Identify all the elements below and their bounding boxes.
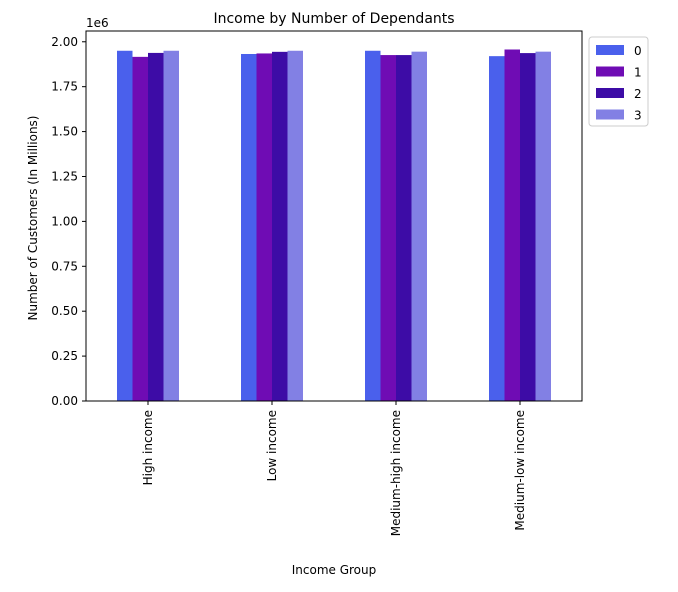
legend-swatch-3 (596, 109, 624, 120)
bar-0-3 (489, 56, 505, 402)
bar-0-1 (241, 53, 257, 402)
y-tick-label: 1.00 (51, 214, 78, 228)
x-tick-label: Low income (265, 410, 279, 481)
legend-label-2: 2 (634, 87, 642, 101)
bar-3-2 (411, 51, 427, 401)
bar-1-2 (380, 55, 396, 401)
legend-swatch-0 (596, 45, 624, 55)
x-tick-label: High income (141, 410, 155, 485)
x-axis-label: Income Group (292, 563, 377, 577)
x-ticks: High income Low income Medium-high income M… (141, 401, 527, 536)
bars-group (117, 49, 551, 402)
y-tick-label: 0.25 (51, 349, 78, 363)
y-tick-label: 2.00 (51, 35, 78, 49)
y-tick-label: 1.25 (51, 169, 78, 183)
bar-2-3 (520, 53, 536, 402)
bar-2-2 (396, 55, 412, 401)
bar-1-1 (256, 53, 272, 401)
legend-label-1: 1 (634, 66, 642, 80)
legend-swatch-1 (596, 66, 624, 77)
y-tick-label: 0.00 (51, 394, 78, 408)
y-tick-label: 1.75 (51, 80, 78, 94)
legend-frame (588, 36, 649, 127)
y-axis-label: Number of Customers (In Millions) (26, 116, 40, 321)
bar-2-0 (148, 52, 164, 401)
y-tick-label: 1.50 (51, 125, 78, 139)
bar-1-3 (504, 49, 520, 401)
x-tick-label: Medium-high income (389, 410, 403, 536)
y-tick-label: 0.50 (51, 304, 78, 318)
y-axis-offset-label: 1e6 (86, 16, 109, 30)
y-ticks: 0.00 0.25 0.50 0.75 1.00 1.25 1.50 1.75 2.00 (51, 35, 86, 408)
legend-label-0: 0 (634, 44, 642, 58)
legend-swatch-2 (596, 88, 624, 98)
bar-0-0 (117, 50, 133, 401)
bar-0-2 (365, 50, 381, 401)
legend-label-3: 3 (634, 109, 642, 123)
legend: 0 1 2 3 (588, 36, 649, 127)
chart-title: Income by Number of Dependants (213, 11, 454, 27)
plot-frame (85, 30, 583, 402)
x-tick-label: Medium-low income (513, 410, 527, 531)
bar-3-1 (287, 50, 303, 401)
bar-3-3 (535, 51, 551, 401)
bar-2-1 (272, 51, 288, 401)
y-tick-label: 0.75 (51, 259, 78, 273)
bar-1-0 (132, 56, 148, 402)
bar-3-0 (163, 50, 179, 401)
